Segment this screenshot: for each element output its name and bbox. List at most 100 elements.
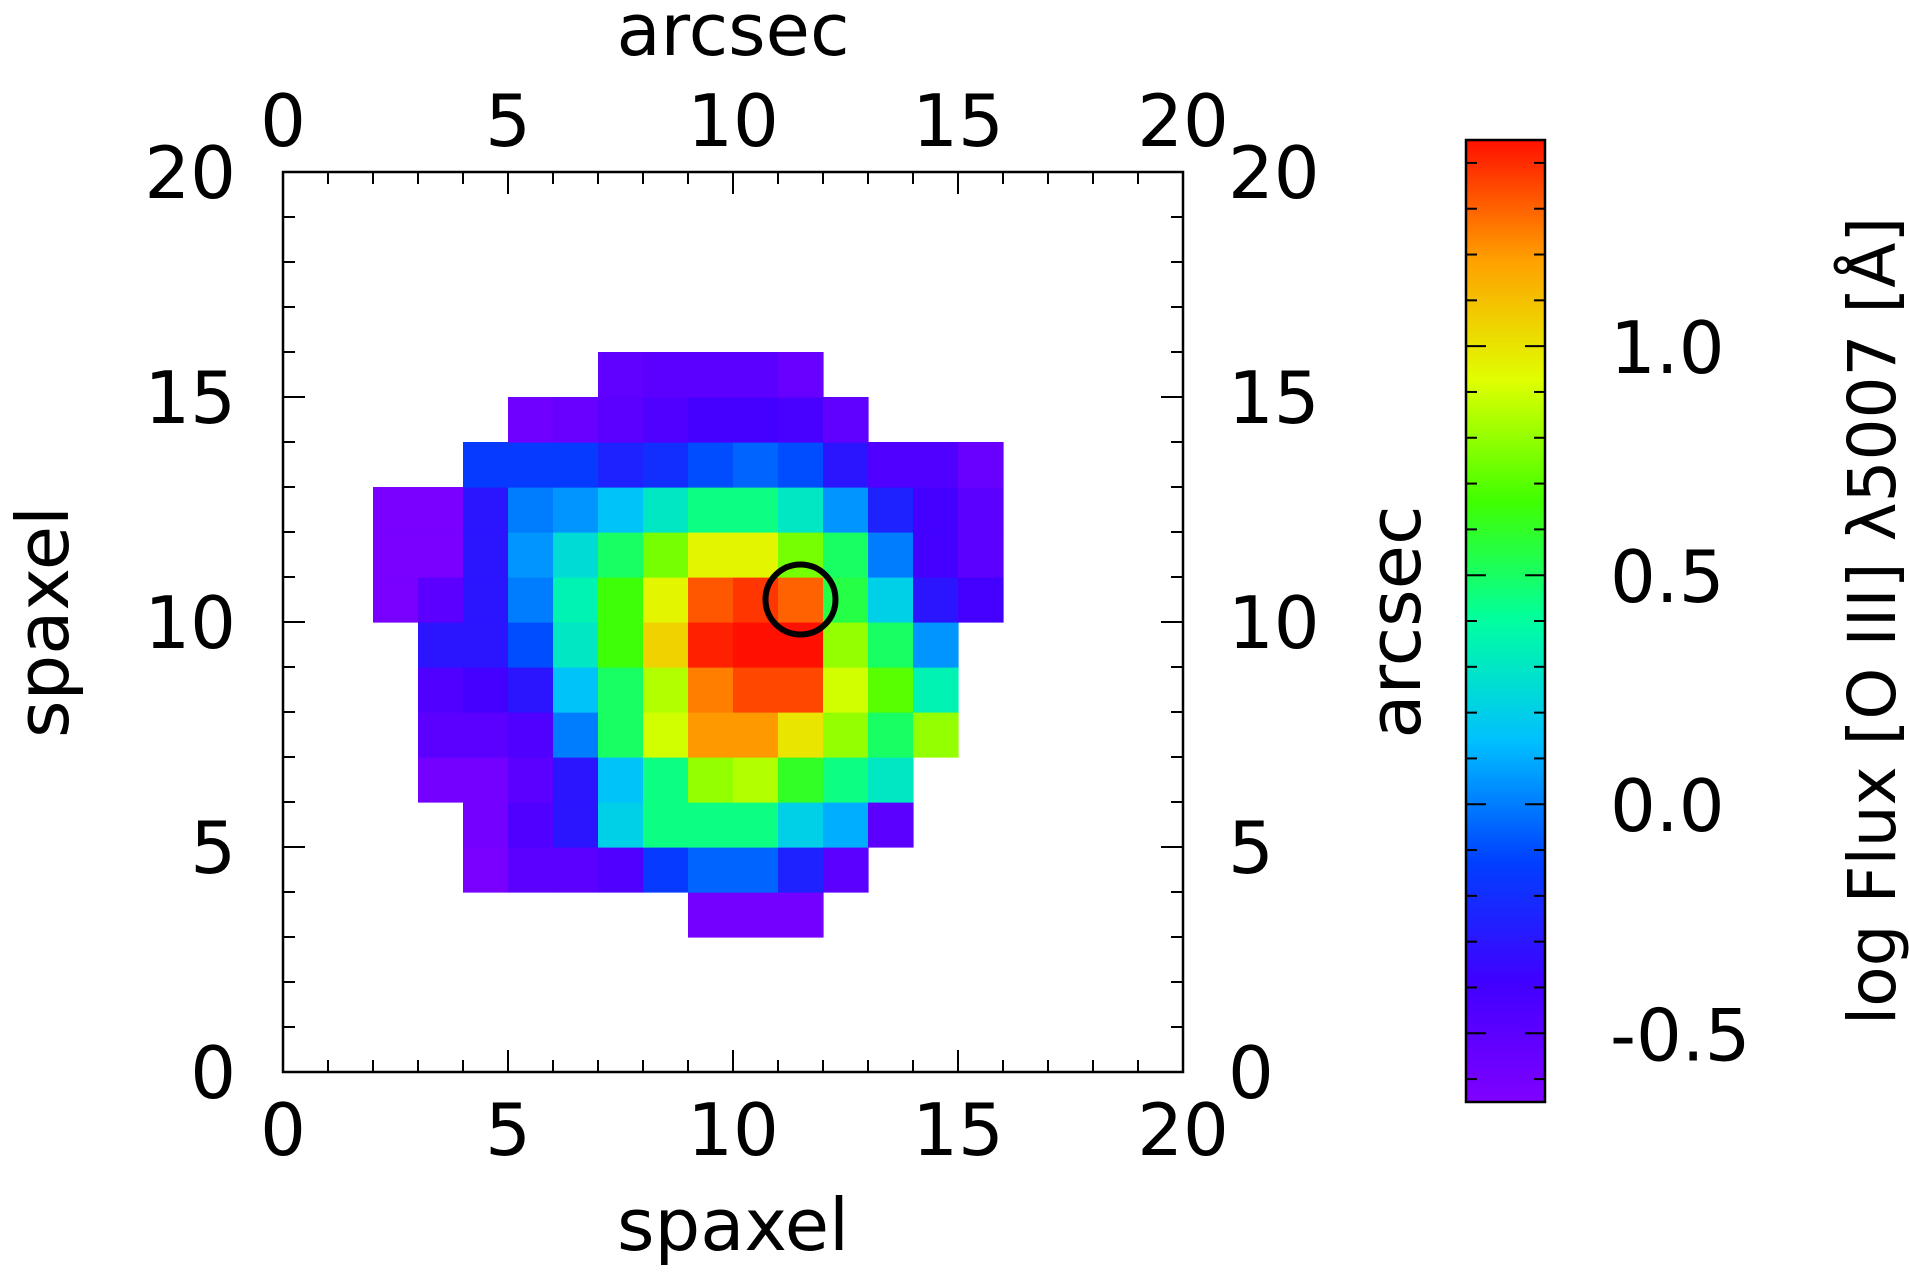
heatmap-cell [643,667,689,713]
heatmap-cell [688,442,734,488]
heatmap-cell [553,622,599,668]
heatmap-cell [553,802,599,848]
heatmap-cell [778,442,824,488]
colorbar-tick-label: 0.5 [1610,535,1725,619]
heatmap-cell [958,487,1004,533]
heatmap-cell [868,802,914,848]
heatmap-cell [733,442,779,488]
heatmap-cell [553,487,599,533]
heatmap-cell [598,757,644,803]
y-tick-label-left: 5 [190,806,236,890]
heatmap-cells [373,352,1004,938]
heatmap-cell [823,487,869,533]
heatmap-cell [508,487,554,533]
x-tick-label-top: 15 [912,79,1004,163]
heatmap-cell [373,487,419,533]
colorbar-label: log Flux [O III] λ5007 [Å] [1834,217,1909,1025]
heatmap-cell [643,847,689,893]
heatmap-cell [733,532,779,578]
heatmap-cell [733,397,779,443]
y-tick-label-left: 10 [144,581,236,665]
colorbar-tick-label: -0.5 [1610,993,1750,1077]
heatmap-cell [643,442,689,488]
heatmap-cell [688,622,734,668]
heatmap-cell [373,532,419,578]
heatmap-cell [418,487,464,533]
y-tick-label-right: 20 [1228,131,1320,215]
heatmap-cell [418,577,464,623]
heatmap-cell [553,397,599,443]
heatmap-cell [958,442,1004,488]
y-tick-label-right: 0 [1228,1031,1274,1115]
heatmap-cell [508,622,554,668]
y-tick-label-left: 20 [144,131,236,215]
heatmap-cell [418,667,464,713]
heatmap-cell [778,487,824,533]
heatmap-cell [508,442,554,488]
heatmap-cell [688,577,734,623]
heatmap-cell [913,532,959,578]
heatmap-cell [823,757,869,803]
heatmap-cell [553,667,599,713]
heatmap-cell [868,577,914,623]
heatmap-cell [553,532,599,578]
x-axis-label-bottom: spaxel [617,1183,849,1267]
heatmap-cell [688,892,734,938]
heatmap-cell [508,397,554,443]
heatmap-cell [598,487,644,533]
y-tick-label-right: 10 [1228,581,1320,665]
heatmap-cell [508,532,554,578]
heatmap-cell [463,667,509,713]
heatmap-cell [733,667,779,713]
heatmap-cell [598,532,644,578]
heatmap-cell [823,847,869,893]
x-tick-label-top: 5 [485,79,531,163]
heatmap-cell [688,487,734,533]
marker-circle [762,561,839,638]
x-tick-label-top: 0 [260,79,306,163]
x-tick-label-bottom: 10 [687,1088,779,1172]
heatmap-cell [553,442,599,488]
heatmap-cell [553,847,599,893]
x-tick-label-bottom: 5 [485,1088,531,1172]
heatmap-cell [778,712,824,758]
heatmap-cell [598,352,644,398]
x-tick-label-top: 20 [1137,79,1229,163]
heatmap-cell [598,712,644,758]
heatmap-cell [643,397,689,443]
x-axis-label-top: arcsec [616,0,849,72]
heatmap-cell [823,802,869,848]
heatmap-cell [913,442,959,488]
heatmap-cell [733,622,779,668]
heatmap-cell [598,442,644,488]
heatmap-cell [778,892,824,938]
x-tick-label-bottom: 0 [260,1088,306,1172]
heatmap-cell [373,577,419,623]
heatmap-cell [553,712,599,758]
heatmap-cell [868,532,914,578]
heatmap-cell [733,487,779,533]
heatmap-cell [508,847,554,893]
heatmap-cell [598,577,644,623]
colorbar-tick-label: 0.0 [1610,764,1725,848]
heatmap-cell [688,802,734,848]
colorbar [1464,138,1547,1104]
heatmap-cell [823,397,869,443]
heatmap-cell [733,802,779,848]
heatmap-cell [733,757,779,803]
heatmap-cell [688,532,734,578]
heatmap-cell [823,712,869,758]
plot-ticks [282,171,1184,1073]
heatmap-cell [778,667,824,713]
heatmap-cell [418,532,464,578]
heatmap-cell [733,892,779,938]
heatmap-cell [418,622,464,668]
heatmap-cell [553,577,599,623]
heatmap-cell [868,442,914,488]
heatmap-cell [643,352,689,398]
heatmap-cell [463,622,509,668]
heatmap-cell [778,757,824,803]
x-tick-label-bottom: 20 [1137,1088,1229,1172]
heatmap-cell [823,442,869,488]
